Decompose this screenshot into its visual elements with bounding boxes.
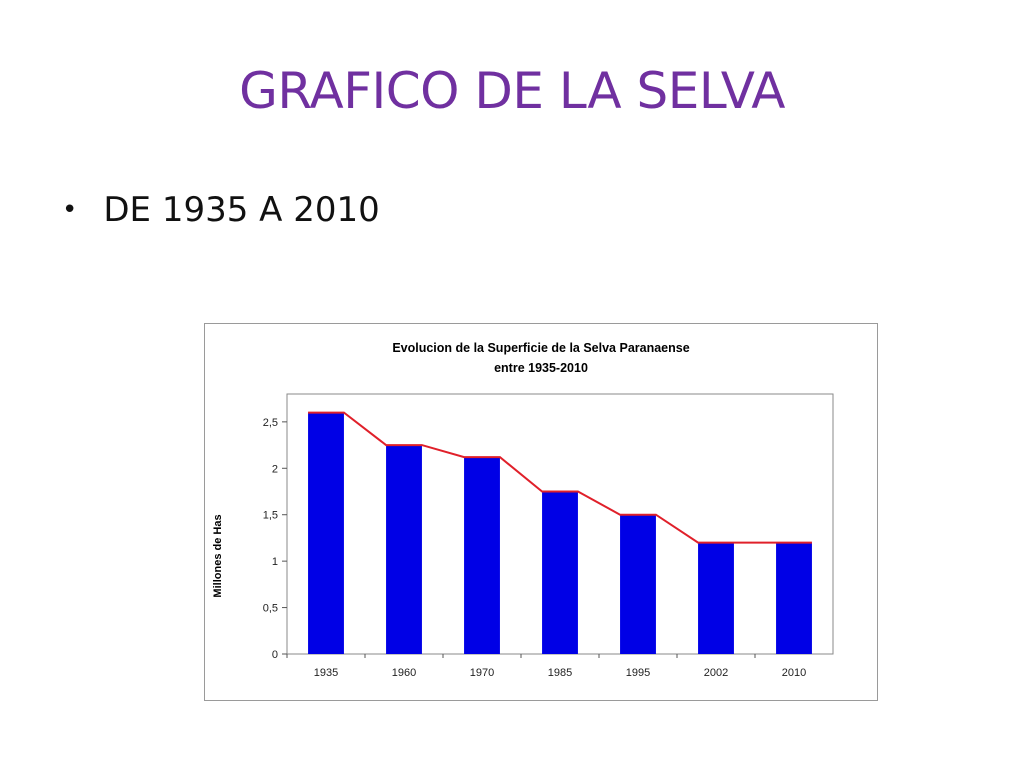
bar [386,445,422,654]
y-axis: 0 0,5 1 1,5 2 2,5 [263,417,287,661]
chart-svg: Evolucion de la Superficie de la Selva P… [212,341,834,679]
bar [308,412,344,654]
bars [308,412,812,654]
chart-subtitle: entre 1935-2010 [494,361,588,375]
trend-line [308,411,812,544]
chart-frame: Evolucion de la Superficie de la Selva P… [204,323,878,701]
x-tick-label: 1935 [314,667,338,679]
bullet-dot-icon: • [62,195,78,225]
y-tick-label: 2 [272,463,278,475]
bar [464,457,500,654]
x-tick-label: 2002 [704,667,728,679]
y-tick-label: 0 [272,649,278,661]
bullet-text: DE 1935 A 2010 [103,190,380,230]
x-tick-label: 1995 [626,667,650,679]
x-tick-label: 1960 [392,667,416,679]
y-tick-label: 0,5 [263,603,278,615]
chart-title: Evolucion de la Superficie de la Selva P… [392,341,689,355]
bar [542,491,578,654]
x-axis: 1935 1960 1970 1985 1995 2002 2010 [286,654,806,679]
x-tick-label: 1970 [470,667,494,679]
bar [698,542,734,654]
bullet-item: • DE 1935 A 2010 [62,190,380,230]
y-tick-label: 1,5 [263,510,278,522]
bar [776,542,812,654]
slide-title: GRAFICO DE LA SELVA [239,62,785,120]
y-tick-label: 1 [272,556,278,568]
bar [620,514,656,654]
trend-line-group [308,411,812,544]
y-axis-label: Millones de Has [212,514,224,597]
x-tick-label: 1985 [548,667,572,679]
x-tick-label: 2010 [782,667,806,679]
y-tick-label: 2,5 [263,417,278,429]
